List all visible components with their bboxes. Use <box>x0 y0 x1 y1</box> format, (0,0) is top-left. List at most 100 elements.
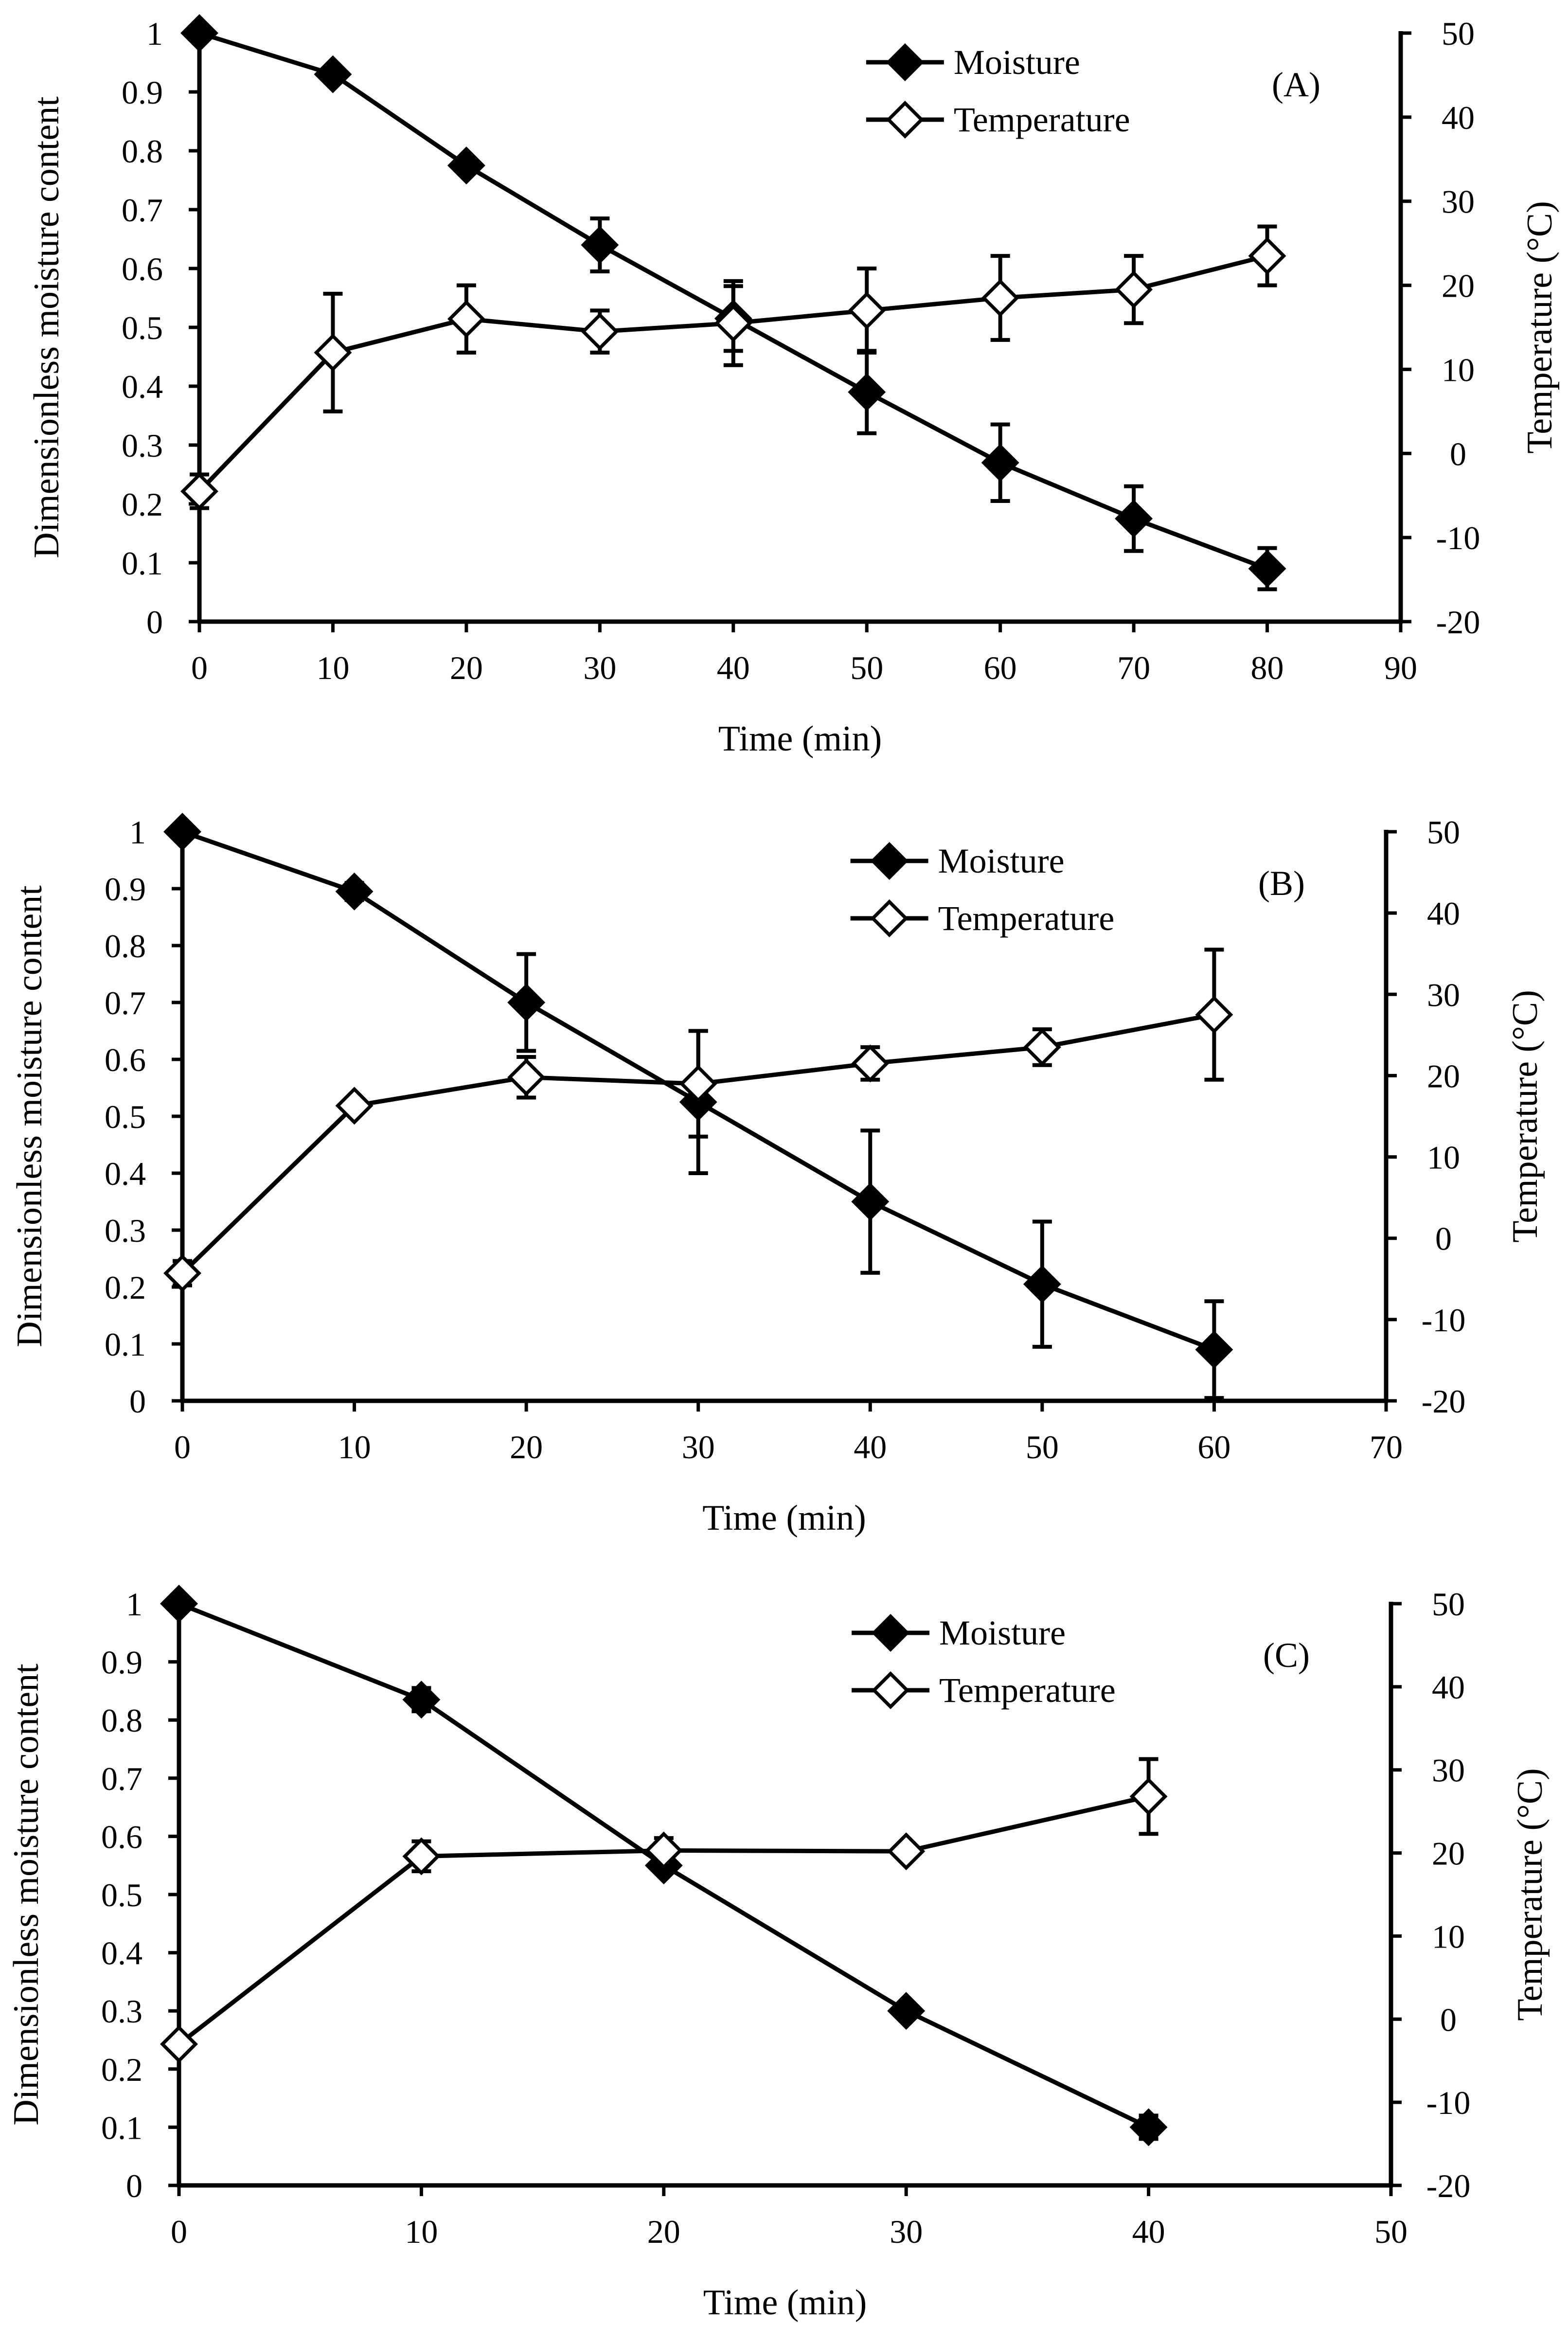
x-tick-label: 0 <box>174 1429 191 1466</box>
legend-marker <box>870 842 909 880</box>
y2-tick-label: 20 <box>1432 1835 1465 1872</box>
y2-tick-label: 10 <box>1432 1918 1465 1955</box>
y2-tick-label: 20 <box>1427 1057 1460 1094</box>
y2-tick-label: -10 <box>1426 2084 1471 2121</box>
y-tick-label: 0.1 <box>122 545 163 582</box>
data-point <box>981 279 1019 317</box>
legend-marker <box>872 1671 910 1709</box>
x-tick-label: 90 <box>1384 649 1417 686</box>
x-axis-title: Time (min) <box>703 2283 867 2323</box>
y2-axis-title: Temperature (°C) <box>1510 1768 1550 2021</box>
data-point <box>180 14 218 52</box>
data-point <box>679 1065 717 1103</box>
y-tick-label: 0.5 <box>101 1877 143 1914</box>
data-point <box>1023 1028 1061 1066</box>
data-point <box>581 226 619 264</box>
y-tick-label: 0.3 <box>101 1993 143 2030</box>
y-tick-label: 0.3 <box>122 427 163 464</box>
x-tick-label: 50 <box>850 649 883 686</box>
data-point <box>887 1832 926 1871</box>
legend-marker <box>886 101 924 139</box>
y2-tick-label: 30 <box>1427 976 1460 1013</box>
data-point <box>848 291 886 330</box>
y2-axis-title: Temperature (°C) <box>1505 990 1545 1243</box>
data-point <box>180 472 218 511</box>
y2-axis-title: Temperature (°C) <box>1520 201 1560 454</box>
y-tick-label: 0.9 <box>122 74 163 111</box>
data-point <box>981 444 1019 482</box>
data-point <box>581 312 619 351</box>
data-point <box>335 872 374 911</box>
legend-label: Temperature <box>939 1671 1116 1710</box>
y-axis-title: Dimensionless moisture content <box>6 1663 46 2126</box>
y-tick-label: 0.6 <box>122 250 163 287</box>
data-point <box>851 1044 890 1083</box>
x-tick-label: 60 <box>984 649 1017 686</box>
y-tick-label: 0.9 <box>105 871 146 908</box>
x-tick-label: 20 <box>450 649 483 686</box>
y-tick-label: 0.6 <box>105 1041 146 1078</box>
y-tick-label: 0.5 <box>122 309 163 346</box>
y2-tick-label: 40 <box>1427 895 1460 932</box>
data-point <box>507 1058 546 1096</box>
temperature-series <box>160 1757 1168 2063</box>
data-point <box>163 813 201 851</box>
x-tick-label: 30 <box>583 649 616 686</box>
x-tick-label: 40 <box>1132 2213 1165 2250</box>
y2-tick-label: 50 <box>1432 1586 1465 1623</box>
x-tick-label: 20 <box>647 2213 680 2250</box>
y-tick-label: 0.4 <box>101 1935 143 1972</box>
y-axis-title: Dimensionless moisture content <box>10 885 50 1347</box>
y-tick-label: 1 <box>126 1586 143 1623</box>
y-tick-label: 1 <box>146 15 163 52</box>
chart-panel-1: 0 10 20 30 40 50 60 70 80 9000.10.20.30.40.50.60.… <box>27 14 1560 759</box>
y-tick-label: 0.3 <box>105 1212 146 1249</box>
chart-panel-3: 0 10 20 30 40 5000.10.20.30.40.50.60.70.80.91… <box>6 1585 1550 2323</box>
y-tick-label: 0 <box>129 1383 146 1420</box>
y2-tick-label: 50 <box>1442 15 1475 52</box>
x-tick-label: 80 <box>1251 649 1284 686</box>
data-point <box>314 333 352 372</box>
y2-tick-label: 50 <box>1427 814 1460 851</box>
data-point <box>335 1087 374 1125</box>
y2-tick-label: -20 <box>1422 1383 1466 1420</box>
y2-tick-label: 0 <box>1450 435 1466 472</box>
data-point <box>402 1837 441 1876</box>
data-point <box>1195 1330 1233 1369</box>
data-point <box>402 1681 441 1719</box>
y-tick-label: 0.2 <box>122 486 163 523</box>
legend-marker <box>872 1614 910 1652</box>
data-point <box>447 146 485 185</box>
y2-tick-label: 30 <box>1432 1752 1465 1789</box>
y-tick-label: 0.8 <box>105 928 146 965</box>
x-axis-title: Time (min) <box>718 719 882 759</box>
legend-label: Temperature <box>938 899 1115 938</box>
data-point <box>851 1182 890 1221</box>
y2-tick-label: 0 <box>1435 1220 1452 1257</box>
y-tick-label: 0.4 <box>122 368 163 405</box>
y2-tick-label: 10 <box>1442 351 1475 388</box>
x-axis-title: Time (min) <box>702 1498 866 1538</box>
data-point <box>447 300 485 338</box>
y-tick-label: 0.7 <box>101 1760 143 1797</box>
y-tick-label: 0.5 <box>105 1098 146 1135</box>
panel-label: (A) <box>1272 65 1320 104</box>
data-point <box>160 2025 198 2063</box>
x-tick-label: 40 <box>717 649 750 686</box>
y-tick-label: 0.1 <box>101 2109 143 2146</box>
y-tick-label: 0.2 <box>105 1269 146 1306</box>
x-tick-label: 70 <box>1370 1429 1403 1466</box>
y-tick-label: 0.9 <box>101 1644 143 1681</box>
y-tick-label: 0.2 <box>101 2051 143 2088</box>
x-tick-label: 50 <box>1374 2213 1408 2250</box>
x-tick-label: 10 <box>316 649 349 686</box>
y-tick-label: 0 <box>126 2167 143 2204</box>
x-tick-label: 30 <box>682 1429 715 1466</box>
data-point <box>314 55 352 93</box>
legend-label: Moisture <box>938 841 1065 880</box>
x-tick-label: 0 <box>191 649 208 686</box>
y2-tick-label: 10 <box>1427 1139 1460 1176</box>
data-point <box>644 1831 683 1870</box>
y-tick-label: 1 <box>129 814 146 851</box>
y2-tick-label: -20 <box>1436 604 1480 641</box>
